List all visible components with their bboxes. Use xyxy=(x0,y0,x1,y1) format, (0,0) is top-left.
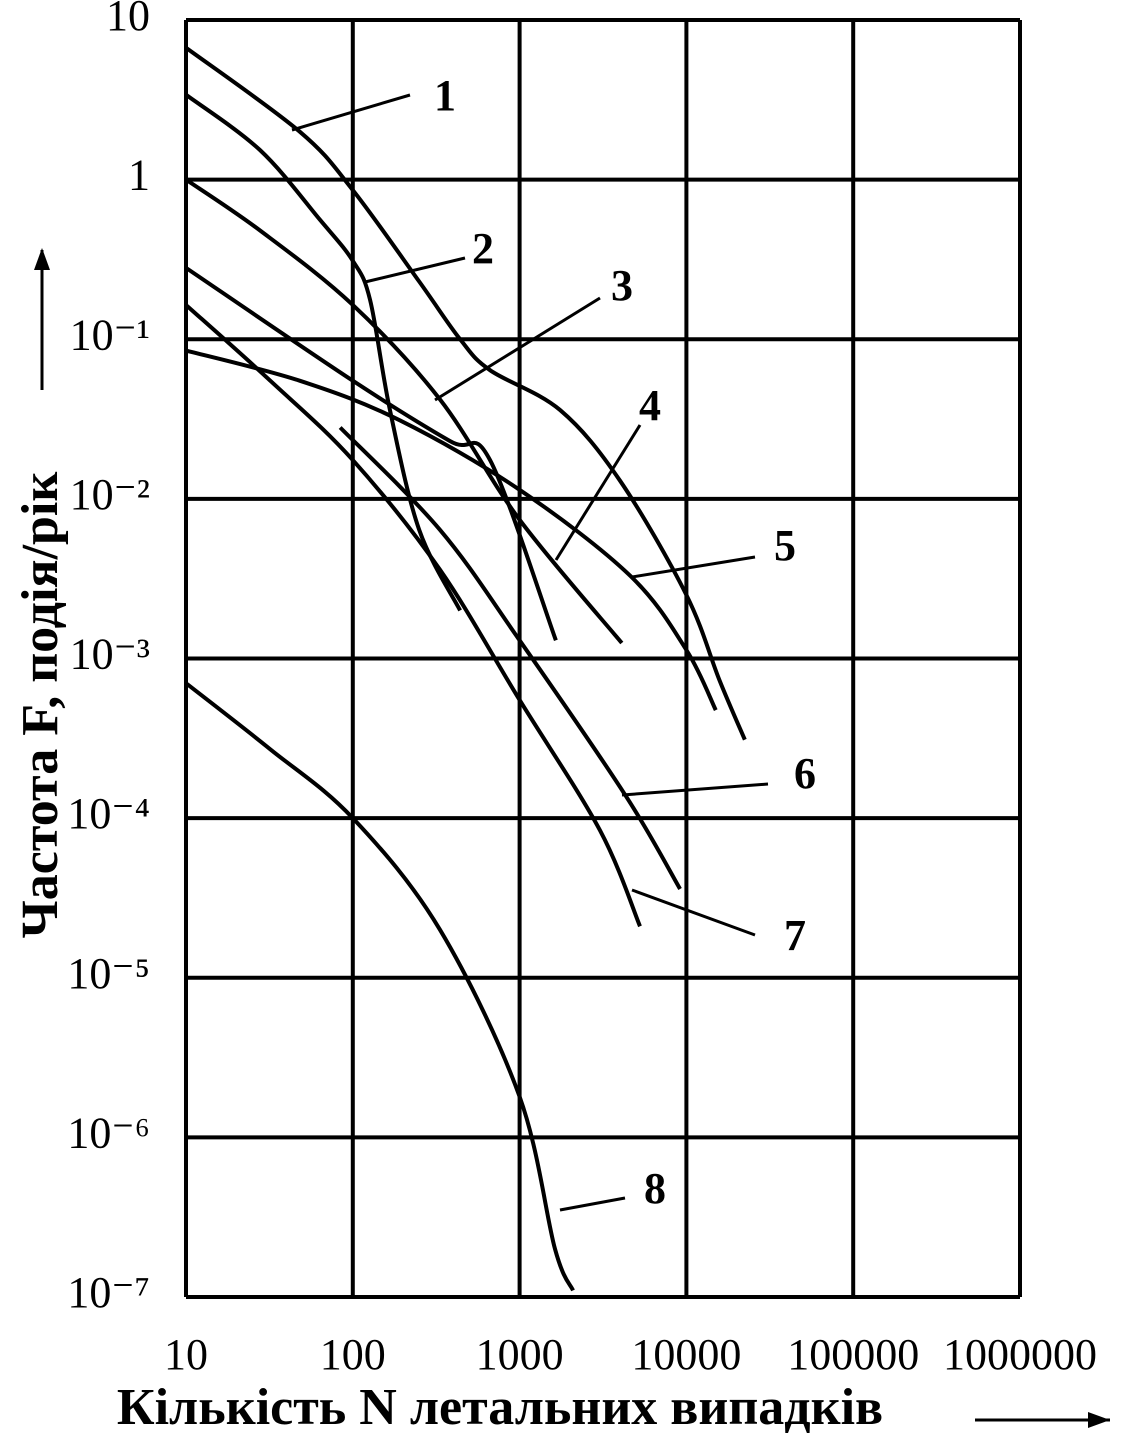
leader-line xyxy=(554,424,642,561)
curve xyxy=(184,303,642,928)
y-axis-title: Частота F, подія/рік xyxy=(12,472,69,939)
y-tick-label: 10⁻⁶ xyxy=(67,1108,150,1157)
curve-label: 2 xyxy=(472,224,494,273)
curve xyxy=(184,177,624,645)
curve xyxy=(185,348,718,711)
leader-line xyxy=(364,256,466,284)
x-tick-label: 10 xyxy=(164,1330,208,1379)
y-tick-label: 10 xyxy=(106,0,150,40)
leader-line xyxy=(291,93,411,132)
x-tick-label: 10000 xyxy=(631,1330,741,1379)
curve-label: 3 xyxy=(611,261,633,310)
curve xyxy=(338,426,682,890)
curve-label: 7 xyxy=(784,911,806,960)
leader-line xyxy=(621,782,769,797)
x-tick-label: 100 xyxy=(320,1330,386,1379)
curve xyxy=(184,266,558,641)
x-tick-label: 100000 xyxy=(787,1330,919,1379)
y-tick-label: 10⁻² xyxy=(70,470,150,519)
curve xyxy=(184,46,747,741)
y-tick-label: 10⁻⁵ xyxy=(67,949,150,998)
y-tick-label: 1 xyxy=(128,151,150,200)
curve xyxy=(184,681,575,1292)
x-tick-label: 1000 xyxy=(476,1330,564,1379)
curve-label: 8 xyxy=(644,1164,666,1213)
y-tick-label: 10⁻¹ xyxy=(70,310,150,359)
x-tick-label: 1000000 xyxy=(943,1330,1097,1379)
curve-label: 4 xyxy=(639,381,661,430)
x-arrow-head xyxy=(1088,1412,1110,1428)
x-axis-title: Кількість N летальних випадків xyxy=(117,1379,883,1436)
y-arrow-head xyxy=(34,248,50,270)
leader-line xyxy=(559,1196,626,1212)
y-tick-label: 10⁻³ xyxy=(70,630,150,679)
leader-line xyxy=(434,296,601,402)
curve-label: 5 xyxy=(774,521,796,570)
curve xyxy=(184,93,462,612)
curve-label: 6 xyxy=(794,749,816,798)
leader-line xyxy=(631,555,756,579)
leader-line xyxy=(631,888,756,937)
y-tick-label: 10⁻⁷ xyxy=(67,1268,150,1317)
curve-label: 1 xyxy=(434,71,456,120)
y-tick-label: 10⁻⁴ xyxy=(67,789,150,838)
